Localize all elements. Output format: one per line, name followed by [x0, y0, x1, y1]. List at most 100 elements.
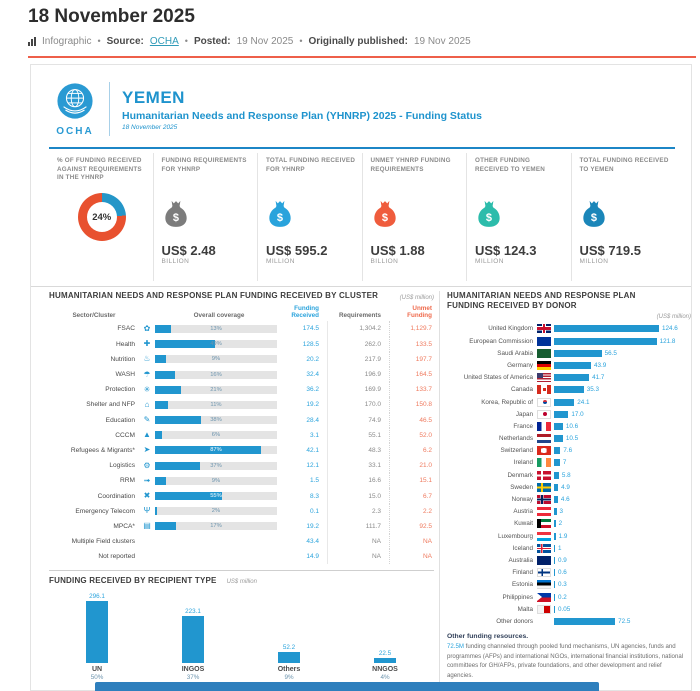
donor-bar: [554, 459, 560, 467]
separator-dot: [97, 36, 100, 47]
donor-value: 4.6: [560, 496, 570, 503]
coverage-bar-fill: [155, 476, 166, 485]
published-label: Originally published:: [308, 36, 408, 47]
recipient-bar-stack: 22.5: [374, 589, 396, 663]
donor-value: 121.8: [659, 337, 676, 345]
ph-flag-icon: [537, 592, 551, 602]
donor-row: Denmark 5.8: [447, 469, 691, 481]
donor-bar: [554, 435, 563, 443]
recipient-divider: [49, 570, 434, 572]
unmet-funding-value: 133.7: [389, 382, 434, 398]
donor-value: 124.6: [662, 325, 678, 333]
donor-row: Australia 0.9: [447, 554, 691, 566]
cluster-name: CCCM: [115, 431, 135, 439]
requirements-value: 74.9: [327, 412, 389, 428]
coverage-bar-cell: 87%: [155, 446, 283, 455]
unmet-funding-value: NA: [389, 534, 434, 550]
donor-name: Philippines: [502, 593, 533, 601]
key-figure-label: TOTAL FUNDING RECEIVED FOR YHNRP: [266, 157, 356, 173]
key-figure-visual: $: [266, 191, 356, 243]
key-figure-label: FUNDING REQUIREMENTS FOR YHNRP: [161, 157, 247, 173]
cluster-name: Logistics: [109, 462, 135, 470]
footnote-text: 72.5M funding channeled through pooled f…: [447, 642, 685, 680]
recipient-name: NNGOS: [372, 665, 398, 673]
recipient-value: 52.2: [282, 643, 296, 651]
coverage-percent-label: 49%: [210, 341, 222, 348]
source-link[interactable]: OCHA: [149, 36, 179, 47]
donor-name: Japan: [515, 410, 533, 418]
ca-flag-icon: [537, 385, 551, 395]
donor-name: Germany: [507, 361, 533, 369]
key-figure-unit: BILLION: [370, 258, 399, 265]
key-figure-visual: $: [580, 191, 670, 243]
donor-name: Other donors: [496, 617, 533, 625]
donor-bar: [554, 398, 575, 406]
funding-received-value: 19.2: [306, 401, 319, 409]
donor-bar: [554, 361, 591, 369]
donor-value: 43.9: [593, 361, 607, 369]
donor-name: United Kingdom: [488, 325, 533, 333]
infographic-card: OCHA YEMEN Humanitarian Needs and Respon…: [30, 64, 692, 691]
ch-flag-icon: [537, 446, 551, 456]
cash-icon: ▤: [143, 521, 151, 531]
key-figure-pct-funded: % OF FUNDING RECEIVED AGAINST REQUIREMEN…: [49, 153, 153, 281]
cluster-chart: HUMANITARIAN NEEDS AND RESPONSE PLAN FUN…: [49, 291, 434, 681]
infographic-icon: [28, 37, 36, 46]
money-bag-icon: $: [269, 200, 291, 227]
water-icon: ☂: [143, 369, 151, 379]
donor-bar: [554, 483, 559, 491]
coverage-bar-cell: 11%: [155, 400, 283, 409]
unmet-funding-value: 1,129.7: [389, 321, 434, 337]
funding-received-value: 36.2: [306, 386, 319, 394]
footer-bar: [95, 682, 599, 691]
donor-value: 1.9: [558, 532, 568, 540]
coverage-bar-cell: 6%: [155, 431, 283, 440]
donor-row: European Commission 121.8: [447, 335, 691, 347]
unmet-funding-value: 2.2: [389, 503, 434, 519]
funding-received-value: 3.1: [309, 431, 319, 439]
key-figure-unit: BILLION: [161, 258, 190, 265]
donor-row: France 10.6: [447, 420, 691, 432]
donor-bar: [554, 410, 569, 418]
donor-bar: [554, 520, 556, 528]
donor-row: Estonia 0.3: [447, 579, 691, 591]
ocha-logo: OCHA: [49, 82, 101, 137]
cluster-row: Emergency Telecom Ψ 2% 0.1 2.3 2.2: [49, 503, 434, 519]
cluster-row: Coordination ✖ 55% 8.3 15.0 6.7: [49, 488, 434, 504]
money-bag-icon: $: [478, 200, 500, 227]
donor-value: 1: [558, 544, 562, 552]
coverage-bar-fill: [155, 507, 158, 516]
recipient-share: 9%: [284, 673, 294, 681]
requirements-value: 217.9: [327, 351, 389, 367]
posted-label: Posted:: [193, 36, 231, 47]
money-bag-icon-wrap: $: [580, 200, 608, 234]
recipient-value: 296.1: [89, 592, 105, 600]
coverage-bar-fill: [155, 461, 201, 470]
donor-bar: [554, 349, 602, 357]
recipient-name: Others: [277, 665, 301, 673]
coverage-bar-cell: 16%: [155, 370, 283, 379]
footnote-lead-value: 72.5M: [447, 643, 464, 651]
se-flag-icon: [537, 482, 551, 492]
coverage-bar-fill: [155, 385, 181, 394]
recipient-value: 223.1: [185, 608, 201, 616]
funding-received-value: 14.9: [306, 553, 319, 561]
donor-row: United States of America 41.7: [447, 372, 691, 384]
donor-bar: [554, 593, 555, 601]
gb-flag-icon: [537, 324, 551, 334]
money-bag-icon: $: [373, 200, 396, 227]
col-funding-received: Funding Received: [291, 304, 319, 320]
coverage-percent-label: 55%: [210, 493, 222, 500]
col-requirements: Requirements: [339, 312, 381, 320]
donor-value: 17.0: [571, 410, 584, 418]
donor-name: Luxembourg: [497, 532, 533, 540]
logistics-icon: ⚙: [143, 460, 151, 470]
donor-row: Other donors 72.5: [447, 615, 691, 627]
donut-center-value: 24%: [86, 202, 117, 232]
svg-text:$: $: [172, 212, 178, 224]
coverage-percent-label: 6%: [211, 432, 221, 439]
donor-bar: [554, 325, 659, 333]
key-figure-value: US$ 2.48: [161, 243, 216, 258]
at-flag-icon: [537, 507, 551, 517]
donor-bar: [554, 508, 557, 516]
